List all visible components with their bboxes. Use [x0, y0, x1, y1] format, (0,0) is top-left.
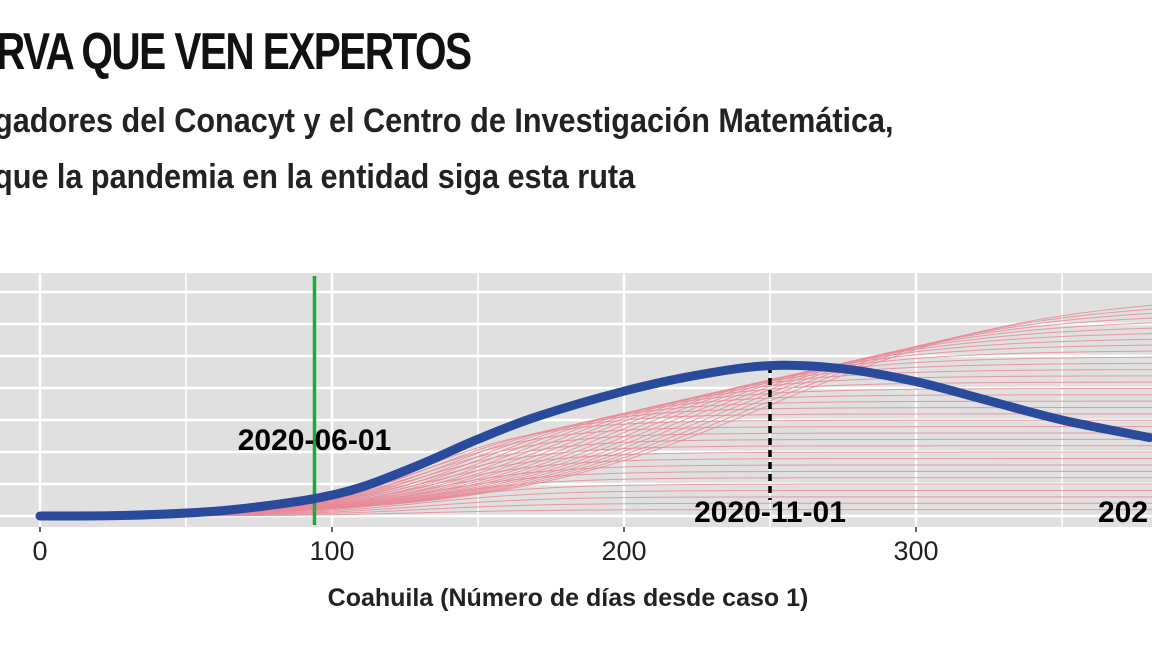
- subtitle-line-2: que la pandemia en la entidad siga esta …: [0, 158, 636, 196]
- chart-title: RVA QUE VEN EXPERTOS: [0, 23, 472, 81]
- date-label: 202: [1098, 496, 1148, 529]
- x-tick-label: 300: [893, 536, 938, 566]
- x-tick-label: 0: [32, 536, 47, 566]
- subtitle-line-1: gadores del Conacyt y el Centro de Inves…: [0, 102, 894, 140]
- x-tick-label: 200: [601, 536, 646, 566]
- date-label: 2020-11-01: [694, 496, 846, 529]
- projection-curve: [35, 360, 1152, 521]
- x-tick-label: 100: [309, 536, 354, 566]
- date-label: 2020-06-01: [238, 424, 391, 457]
- x-axis-label: Coahuila (Número de días desde caso 1): [328, 584, 809, 612]
